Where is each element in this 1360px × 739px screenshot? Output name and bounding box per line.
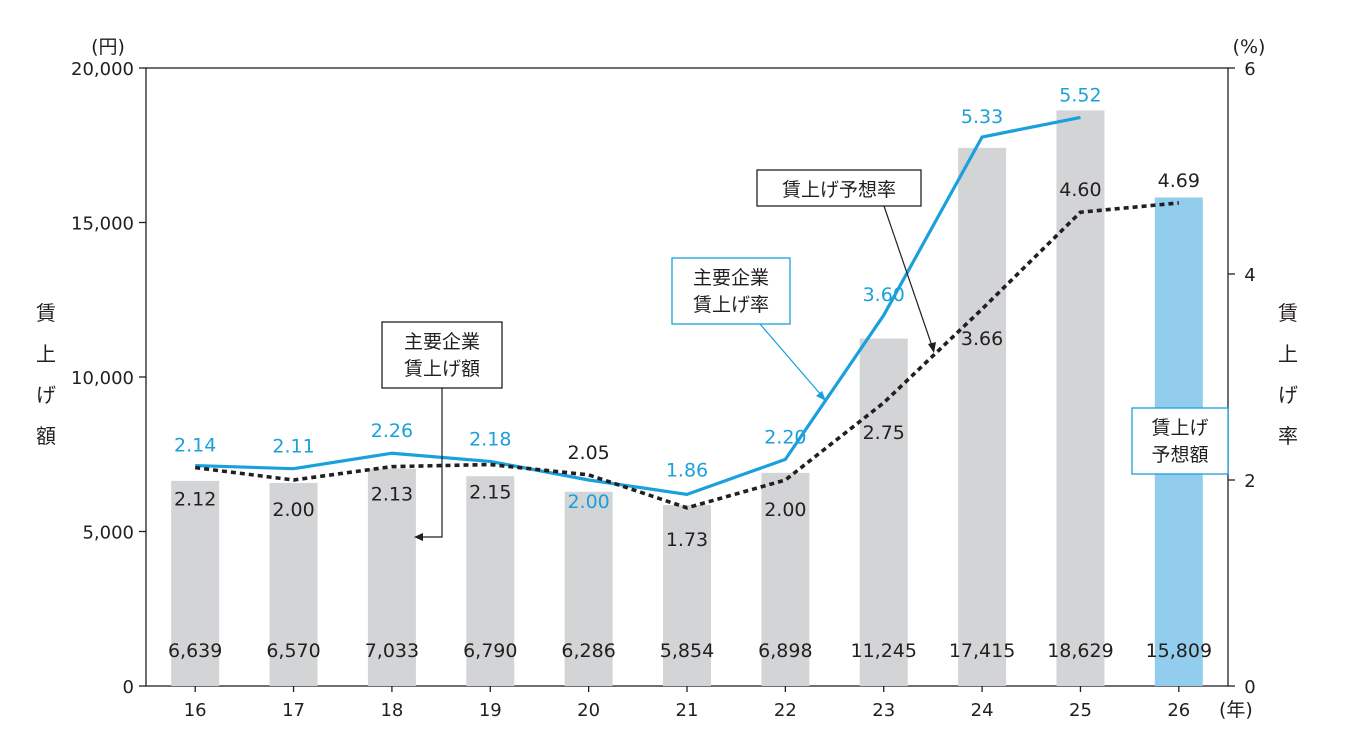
bar-value-label: 17,415 (949, 640, 1015, 662)
callout-amount-box (381, 321, 503, 389)
rate-data-label: 2.20 (764, 426, 806, 448)
bar-16 (171, 480, 220, 686)
y-left-unit: (円) (91, 36, 125, 58)
rate-data-label: 5.33 (961, 106, 1003, 128)
bar-24 (958, 147, 1007, 687)
x-tick-label: 25 (1069, 700, 1092, 721)
x-tick-label: 21 (676, 700, 699, 721)
rate-data-label: 2.26 (371, 420, 413, 442)
x-tick-label: 20 (577, 700, 600, 721)
callout-rate-text: 主要企業 (693, 267, 769, 289)
forecast-data-label: 2.00 (764, 499, 806, 521)
forecast-data-label: 2.05 (567, 442, 609, 464)
callout-rate-arrowhead (816, 391, 826, 401)
callout-forecast-amount-text: 予想額 (1151, 444, 1208, 466)
rate-data-label: 2.11 (272, 436, 314, 458)
x-tick-label: 17 (282, 700, 305, 721)
rate-data-label: 2.00 (567, 491, 609, 513)
forecast-data-label: 4.60 (1059, 179, 1101, 201)
rate-data-label: 3.60 (863, 284, 905, 306)
forecast-data-label: 2.13 (371, 484, 413, 506)
x-tick-label: 23 (872, 700, 895, 721)
callout-amount-arrowhead (414, 533, 423, 541)
callout-forecast-amount-text: 賃上げ (1151, 417, 1208, 439)
forecast-data-label: 1.73 (666, 529, 708, 551)
y-right-tick-label: 4 (1244, 265, 1255, 286)
bar-value-label: 6,898 (758, 640, 812, 662)
y-right-axis-label: 上 (1278, 342, 1298, 366)
callout-rate-text: 賃上げ率 (693, 294, 769, 316)
callout-forecast-rate-leader (883, 205, 933, 347)
callout-amount-text: 賃上げ額 (404, 358, 480, 380)
x-tick-label: 19 (479, 700, 502, 721)
bar-21 (663, 505, 711, 686)
y-right-tick-label: 6 (1244, 59, 1255, 80)
y-left-tick-label: 0 (123, 677, 134, 698)
forecast-data-label: 3.66 (961, 328, 1003, 350)
forecast-data-label: 2.75 (863, 422, 905, 444)
callout-forecast-amount-box (1131, 407, 1229, 475)
rate-data-label: 2.14 (174, 435, 216, 457)
callout-forecast-rate-box (756, 169, 922, 207)
series-forecast-line (194, 201, 1179, 510)
y-right-axis-label: 賃 (1278, 301, 1298, 325)
bar-18 (367, 468, 416, 686)
rate-data-label: 1.86 (666, 459, 708, 481)
y-right-unit: (%) (1233, 36, 1266, 58)
forecast-data-label: 2.15 (469, 482, 511, 504)
x-tick-label: 16 (184, 700, 207, 721)
bar-value-label: 6,790 (463, 640, 517, 662)
bar-value-label: 6,639 (168, 640, 222, 662)
bar-value-label: 7,033 (365, 640, 419, 662)
y-left-axis-label: 賃 (36, 301, 56, 325)
callout-rate-box (671, 257, 791, 325)
x-tick-label: 24 (971, 700, 994, 721)
x-tick-label: 26 (1167, 700, 1190, 721)
x-tick-label: 22 (774, 700, 797, 721)
bar-value-label: 18,629 (1047, 640, 1113, 662)
rate-data-label: 2.18 (469, 428, 511, 450)
x-tick-label: 18 (380, 700, 403, 721)
callout-amount-text: 主要企業 (404, 331, 480, 353)
y-right-axis-label: 率 (1278, 424, 1298, 448)
bar-value-label: 5,854 (660, 640, 714, 662)
bar-value-label: 6,570 (266, 640, 320, 662)
callout-forecast-rate-arrowhead (928, 342, 936, 353)
callout-amount-leader (420, 388, 443, 538)
bar-value-label: 15,809 (1146, 640, 1212, 662)
callout-rate-leader (759, 323, 823, 397)
bar-value-label: 6,286 (561, 640, 615, 662)
bar-25 (1056, 110, 1105, 687)
y-left-axis-label: げ (36, 383, 56, 407)
bar-22 (761, 472, 810, 686)
bar-value-label: 11,245 (850, 640, 916, 662)
series-rate-line (195, 115, 1081, 497)
forecast-data-label: 4.69 (1158, 170, 1200, 192)
x-unit-label: (年) (1219, 699, 1253, 721)
bar-20 (564, 491, 613, 686)
forecast-data-label: 2.00 (272, 499, 314, 521)
bar-19 (466, 476, 515, 686)
y-left-axis-label: 額 (36, 424, 56, 448)
y-left-tick-label: 5,000 (82, 523, 134, 544)
forecast-data-label: 2.12 (174, 489, 216, 511)
y-right-axis-label: げ (1278, 383, 1298, 407)
y-left-tick-label: 15,000 (71, 214, 134, 235)
bar-17 (269, 482, 318, 686)
y-left-tick-label: 20,000 (71, 59, 134, 80)
y-left-axis-label: 上 (36, 342, 56, 366)
y-right-tick-label: 2 (1244, 471, 1255, 492)
bar-23 (859, 338, 908, 686)
y-left-tick-label: 10,000 (71, 368, 134, 389)
y-right-tick-label: 0 (1244, 677, 1255, 698)
callout-forecast-rate-text: 賃上げ予想率 (782, 179, 896, 201)
rate-data-label: 5.52 (1059, 84, 1101, 106)
